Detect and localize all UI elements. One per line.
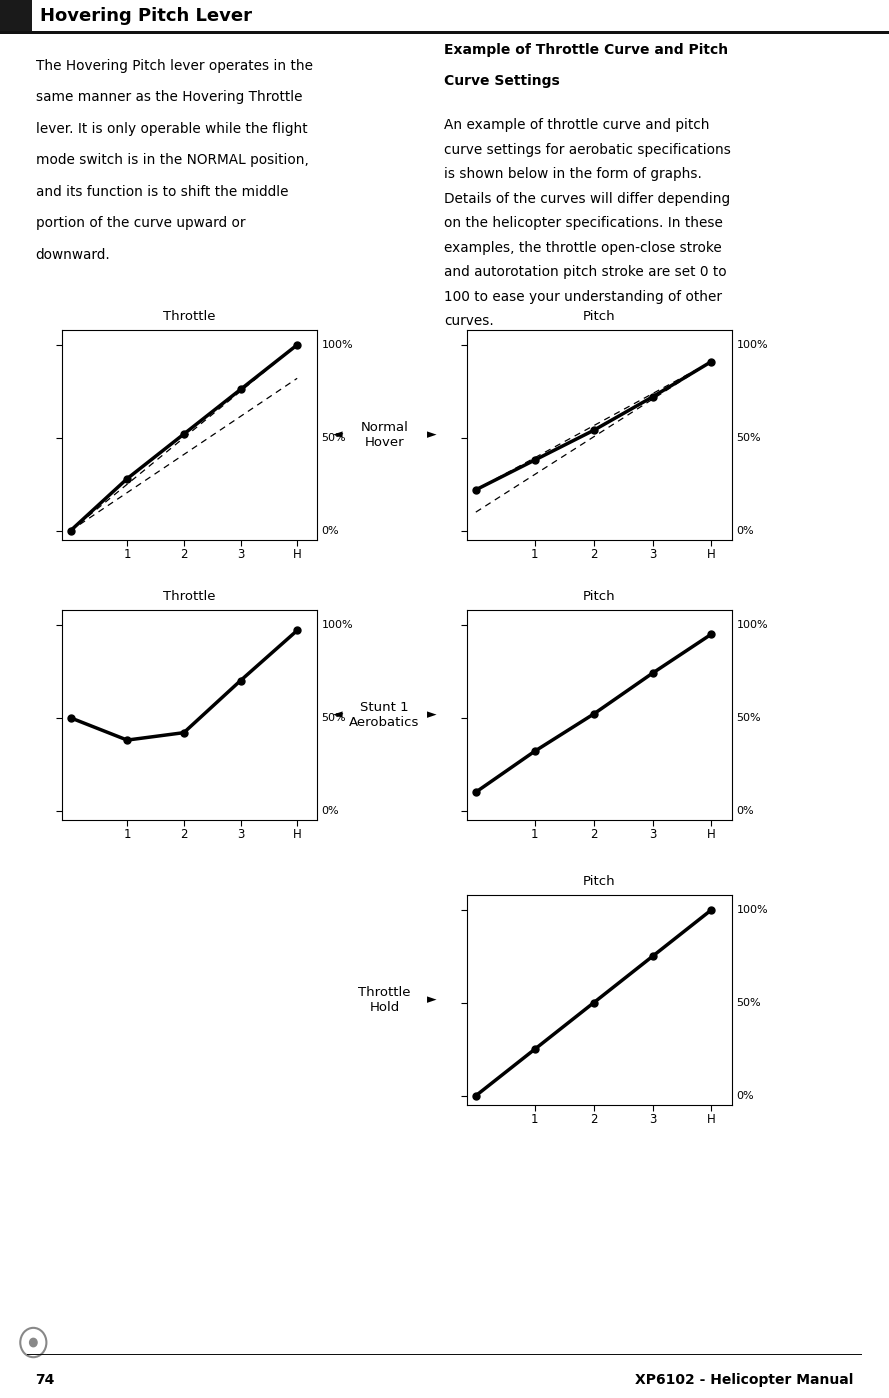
Text: ►: ► (427, 709, 436, 721)
Text: 0%: 0% (322, 805, 339, 815)
Text: and its function is to shift the middle: and its function is to shift the middle (36, 185, 288, 199)
Text: 74: 74 (36, 1373, 55, 1387)
Text: XP6102 - Helicopter Manual: XP6102 - Helicopter Manual (635, 1373, 853, 1387)
Circle shape (29, 1338, 37, 1346)
Text: Pitch: Pitch (583, 875, 616, 888)
Text: ►: ► (427, 994, 436, 1007)
Text: is shown below in the form of graphs.: is shown below in the form of graphs. (444, 168, 702, 182)
Text: Pitch: Pitch (583, 590, 616, 603)
Text: An example of throttle curve and pitch: An example of throttle curve and pitch (444, 119, 710, 133)
Text: 0%: 0% (322, 526, 339, 535)
Text: 100%: 100% (322, 340, 353, 350)
Text: 100%: 100% (736, 905, 768, 914)
Text: on the helicopter specifications. In these: on the helicopter specifications. In the… (444, 217, 724, 231)
Text: Normal
Hover: Normal Hover (361, 421, 408, 449)
Text: Example of Throttle Curve and Pitch: Example of Throttle Curve and Pitch (444, 43, 729, 57)
Text: portion of the curve upward or: portion of the curve upward or (36, 217, 245, 231)
Text: lever. It is only operable while the flight: lever. It is only operable while the fli… (36, 122, 308, 136)
Text: examples, the throttle open-close stroke: examples, the throttle open-close stroke (444, 240, 722, 254)
Text: ►: ► (427, 429, 436, 442)
Text: Hovering Pitch Lever: Hovering Pitch Lever (40, 7, 252, 25)
Text: curves.: curves. (444, 315, 494, 329)
Text: Stunt 1
Aerobatics: Stunt 1 Aerobatics (349, 700, 420, 728)
Text: 100%: 100% (322, 619, 353, 630)
Text: curve settings for aerobatic specifications: curve settings for aerobatic specificati… (444, 143, 732, 157)
Text: 100 to ease your understanding of other: 100 to ease your understanding of other (444, 289, 723, 303)
Text: 50%: 50% (736, 433, 761, 443)
Text: mode switch is in the NORMAL position,: mode switch is in the NORMAL position, (36, 154, 308, 168)
Text: and autorotation pitch stroke are set 0 to: and autorotation pitch stroke are set 0 … (444, 266, 727, 280)
Text: 100%: 100% (736, 619, 768, 630)
Text: Details of the curves will differ depending: Details of the curves will differ depend… (444, 192, 731, 206)
Text: downward.: downward. (36, 247, 110, 261)
Text: same manner as the Hovering Throttle: same manner as the Hovering Throttle (36, 91, 302, 105)
Text: 100%: 100% (736, 340, 768, 350)
Text: The Hovering Pitch lever operates in the: The Hovering Pitch lever operates in the (36, 59, 313, 73)
Text: 50%: 50% (736, 713, 761, 723)
Text: Curve Settings: Curve Settings (444, 74, 560, 88)
Text: Throttle: Throttle (164, 590, 216, 603)
Text: 50%: 50% (322, 433, 346, 443)
Text: 0%: 0% (736, 1090, 754, 1100)
Text: 0%: 0% (736, 526, 754, 535)
Text: 0%: 0% (736, 805, 754, 815)
Text: ◄: ◄ (332, 429, 342, 442)
Text: Throttle
Hold: Throttle Hold (358, 986, 411, 1014)
Text: 50%: 50% (736, 998, 761, 1008)
Text: Throttle: Throttle (164, 310, 216, 323)
Text: ◄: ◄ (332, 709, 342, 721)
Text: Pitch: Pitch (583, 310, 616, 323)
Text: 50%: 50% (322, 713, 346, 723)
